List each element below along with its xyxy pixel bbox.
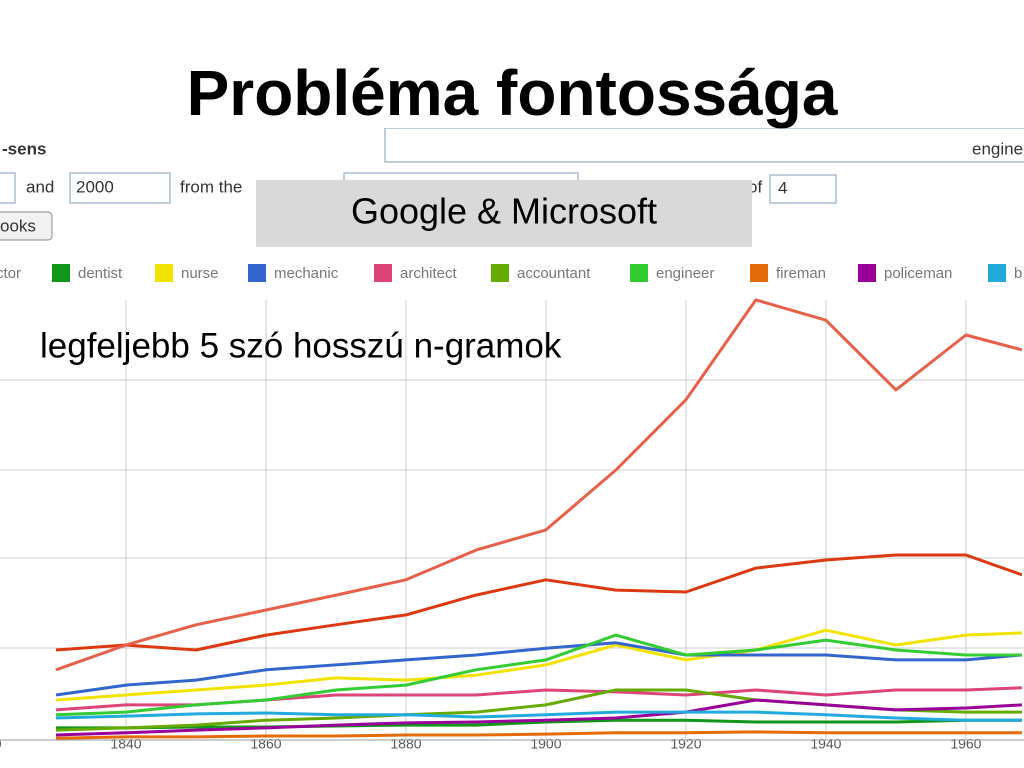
- legend-swatch: [630, 264, 648, 282]
- legend-swatch: [491, 264, 509, 282]
- series-line: [55, 698, 1022, 737]
- x-tick-label: 1880: [390, 736, 421, 752]
- legend-label: b: [1014, 265, 1022, 282]
- chart: 18201840186018801900192019401960ctordent…: [0, 264, 1024, 752]
- x-tick-label: 1900: [530, 736, 561, 752]
- subtitle-box: [256, 180, 752, 247]
- legend-swatch: [750, 264, 768, 282]
- series-line: [55, 710, 1022, 722]
- series-line: [55, 730, 1022, 740]
- legend-label: nurse: [181, 265, 219, 282]
- series-line: [55, 553, 1023, 652]
- series-line: [56, 718, 1022, 730]
- legend-swatch: [988, 264, 1006, 282]
- button-label: ooks: [0, 216, 36, 235]
- label: -sens: [2, 139, 46, 158]
- year-end: 2000: [76, 177, 114, 196]
- slide-text: legfeljebb 5 szó hosszú n-gramok: [40, 326, 562, 365]
- h-grid: [0, 379, 1024, 649]
- series-line: [55, 641, 1023, 697]
- legend-label: accountant: [517, 265, 591, 282]
- search-button[interactable]: [0, 211, 53, 241]
- year-start-input[interactable]: [0, 172, 16, 204]
- query-input[interactable]: [384, 127, 1024, 163]
- query: engine: [972, 139, 1023, 158]
- year-end-input[interactable]: [69, 172, 171, 204]
- legend-label: fireman: [776, 265, 826, 282]
- legend-swatch: [858, 264, 876, 282]
- x-tick-label: 1920: [670, 736, 701, 752]
- legend-label: architect: [400, 265, 458, 282]
- smoothing: 4: [778, 178, 787, 197]
- series-line: [55, 633, 1022, 717]
- legend-label: engineer: [656, 265, 714, 282]
- smoothing-select[interactable]: [769, 174, 837, 204]
- label: from the: [180, 177, 242, 196]
- legend-swatch: [155, 264, 173, 282]
- label: and: [26, 177, 54, 196]
- legend-label: policeman: [884, 265, 952, 282]
- legend-swatch: [374, 264, 392, 282]
- x-tick-label: 1940: [810, 736, 841, 752]
- legend-swatch: [52, 264, 70, 282]
- x-tick-label: 1820: [0, 736, 2, 752]
- legend-label: dentist: [78, 265, 123, 282]
- series-line: [55, 298, 1023, 672]
- series-line: [55, 628, 1022, 702]
- slide-title: Probléma fontossága: [187, 57, 838, 129]
- subtitle: Google & Microsoft: [351, 191, 657, 232]
- legend-label: mechanic: [274, 265, 339, 282]
- x-tick-label: 1860: [250, 736, 281, 752]
- legend-label: ctor: [0, 265, 21, 282]
- legend-swatch: [248, 264, 266, 282]
- x-tick-label: 1960: [950, 736, 981, 752]
- title-bg: [0, 40, 1024, 128]
